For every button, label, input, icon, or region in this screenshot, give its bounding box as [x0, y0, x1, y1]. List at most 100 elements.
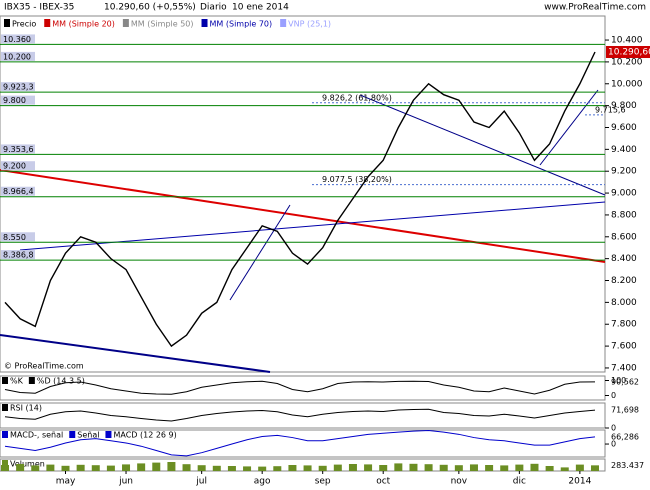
- y-tick-label: 9.600: [611, 123, 637, 133]
- volume-bar: [379, 465, 388, 471]
- y-tick-label: 8.400: [611, 254, 637, 264]
- level-label-box: [1, 95, 35, 105]
- x-tick-label: may: [56, 477, 76, 487]
- level-label: 9.923,3: [3, 83, 34, 92]
- volume-bar: [91, 465, 100, 471]
- volume-bar: [197, 465, 206, 471]
- legend-box: [4, 19, 10, 27]
- legend-box: [201, 19, 208, 27]
- level-label: 8.386,8: [3, 251, 34, 260]
- volume-bar: [394, 463, 403, 471]
- legend-label: MM (Simple 20): [52, 20, 115, 29]
- x-tick-label: jun: [118, 477, 133, 487]
- legend: Precio MM (Simple 20) MM (Simple 50) MM (Si…: [4, 19, 331, 29]
- volume-bar: [333, 464, 342, 471]
- volume-bar: [16, 464, 25, 471]
- level-label: 9.800: [3, 96, 26, 105]
- level-label-box: [1, 144, 35, 154]
- legend-box: [122, 19, 129, 27]
- volume-bar: [364, 464, 373, 471]
- date: 10 ene 2014: [232, 3, 289, 13]
- y-tick-label: 10.200: [611, 57, 643, 67]
- volume-bar: [1, 465, 9, 471]
- y-tick-label: 9.400: [611, 145, 637, 155]
- level-label: 8.550: [3, 233, 26, 242]
- volume-bar: [439, 464, 448, 471]
- trend-line: [0, 334, 271, 373]
- volume-panel: [0, 458, 606, 472]
- level-label-box: [1, 161, 35, 171]
- panel-title: %K: [10, 377, 24, 386]
- legend-label: MM (Simple 50): [131, 20, 194, 29]
- panel-title: MACD (12 26 9): [113, 431, 176, 440]
- indicator-line: [4, 430, 596, 457]
- level-label: 9.353,6: [3, 145, 34, 154]
- y-tick-label: 9.800: [611, 101, 637, 111]
- panel-tick-label: 0: [611, 440, 616, 449]
- x-tick-label: sep: [315, 477, 331, 487]
- volume-bar: [106, 465, 115, 471]
- x-tick-label: jul: [195, 477, 207, 487]
- y-tick-label: 9.000: [611, 189, 637, 199]
- volume-bar: [31, 465, 40, 471]
- y-tick-label: 7.400: [611, 363, 637, 373]
- legend-label: VNP (25,1): [288, 20, 331, 29]
- panel-last-label: 66,286: [611, 432, 639, 441]
- level-label-box: [1, 186, 35, 196]
- indicator-line: [4, 380, 596, 395]
- macd-panel: [0, 429, 606, 458]
- volume-bar: [500, 465, 509, 471]
- y-tick-label: 8.800: [611, 210, 637, 220]
- volume-bar: [182, 464, 191, 471]
- y-tick-label: 8.200: [611, 276, 637, 286]
- period: Diario: [200, 3, 227, 13]
- volume-bar: [409, 463, 418, 471]
- legend-box: [280, 19, 287, 27]
- legend-label: MM (Simple 70): [210, 20, 273, 29]
- x-tick-label: nov: [451, 477, 468, 487]
- panel-legend-box: [2, 377, 8, 384]
- volume-bar: [530, 463, 539, 471]
- panel-legend-box: [2, 404, 8, 411]
- annotation: 9.715,6: [595, 105, 626, 114]
- volume-bar: [454, 465, 463, 471]
- y-tick-label: 7.600: [611, 342, 637, 352]
- y-tick-label: 7.800: [611, 320, 637, 330]
- level-label: 10.360: [3, 35, 31, 44]
- x-tick-label: dic: [513, 477, 526, 487]
- rsi-panel: [0, 402, 606, 429]
- level-label-box: [1, 232, 35, 242]
- volume-bar: [424, 464, 433, 471]
- last-price-label: 10.290,60: [608, 48, 650, 58]
- annotation: 9.826,2 (61,80%): [322, 93, 392, 102]
- x-tick-label: 2014: [568, 477, 591, 487]
- watermark: © ProRealTime.com: [4, 362, 84, 371]
- annotation: 9.077,5 (38,20%): [322, 175, 392, 184]
- trend-line: [229, 204, 291, 301]
- level-label: 8.966,4: [3, 187, 34, 196]
- volume-bar: [575, 464, 584, 471]
- panel-title: %D (14 3 5): [37, 377, 85, 386]
- volume-bar: [76, 464, 85, 471]
- panel-title: RSI (14): [10, 404, 42, 413]
- subtitle: 10.290,60 (+0,55%): [104, 3, 196, 13]
- panel-legend-box: [2, 460, 8, 467]
- volume-bar: [288, 465, 297, 471]
- panel-legend-box: [69, 431, 76, 438]
- last-price-box: [606, 46, 650, 59]
- y-tick-label: 8.600: [611, 232, 637, 242]
- level-label-box: [1, 34, 35, 44]
- y-tick-label: 9.200: [611, 167, 637, 177]
- volume-bar: [212, 465, 221, 471]
- volume-bar: [258, 466, 267, 471]
- panel-legend-box: [28, 377, 35, 384]
- volume-bar: [485, 465, 494, 471]
- volume-bar: [243, 466, 252, 471]
- x-tick-label: ago: [254, 477, 271, 487]
- volume-bar: [560, 467, 569, 471]
- trend-line: [0, 169, 606, 263]
- panel-legend-box: [2, 431, 8, 438]
- panel-tick-label: 100: [611, 376, 626, 385]
- level-label-box: [1, 51, 35, 61]
